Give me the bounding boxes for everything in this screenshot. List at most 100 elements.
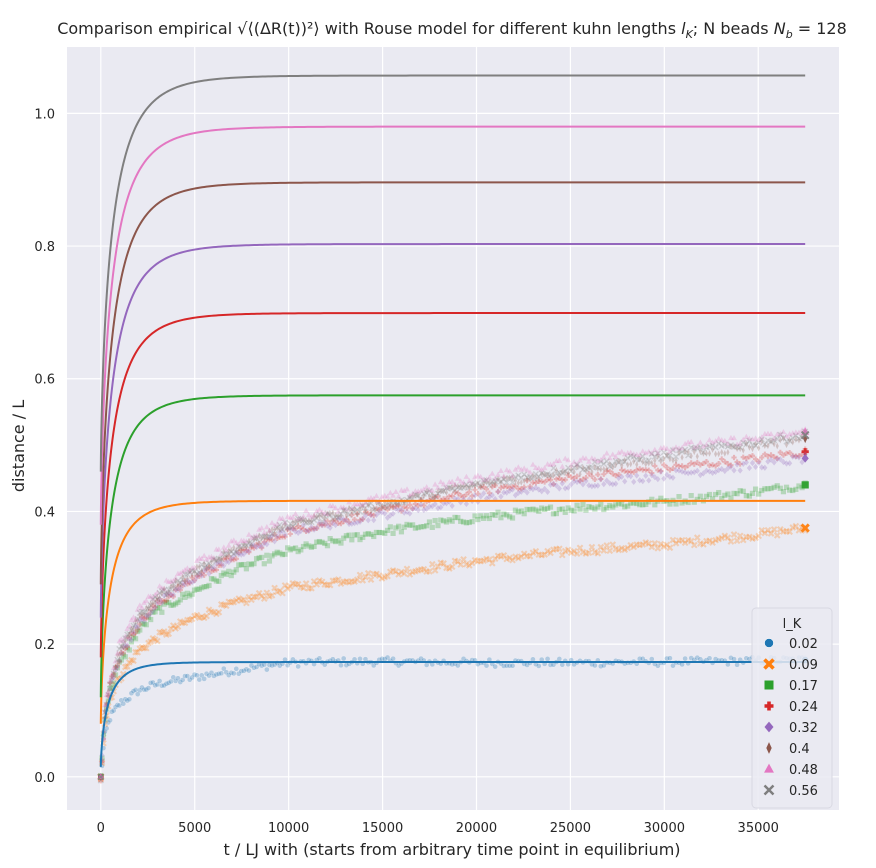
empirical-point: [406, 494, 413, 501]
empirical-point: [106, 681, 114, 688]
empirical-point: [657, 455, 664, 462]
empirical-point: [168, 578, 174, 584]
empirical-point: [117, 651, 121, 659]
empirical-point: [599, 465, 603, 473]
empirical-point: [132, 623, 139, 630]
empirical-point: [118, 636, 125, 642]
empirical-point: [479, 482, 483, 490]
empirical-point: [490, 480, 494, 487]
empirical-point: [657, 445, 664, 451]
empirical-point: [715, 435, 722, 441]
empirical-point: [246, 561, 252, 567]
empirical-point: [351, 500, 358, 507]
empirical-point: [266, 593, 273, 600]
empirical-point: [237, 597, 245, 604]
empirical-point: [139, 614, 145, 620]
legend-marker: [764, 721, 774, 733]
empirical-point: [589, 473, 595, 479]
empirical-point: [793, 453, 799, 461]
empirical-point: [626, 461, 630, 469]
empirical-point: [253, 556, 260, 562]
empirical-point: [752, 486, 759, 492]
empirical-point: [619, 473, 625, 480]
empirical-point: [538, 551, 546, 559]
empirical-point: [556, 457, 563, 463]
empirical-point: [335, 520, 341, 526]
empirical-point: [148, 607, 154, 613]
empirical-point: [130, 634, 137, 640]
empirical-point: [154, 681, 161, 688]
empirical-point: [594, 458, 601, 464]
empirical-point: [648, 656, 655, 662]
empirical-point: [122, 654, 128, 660]
empirical-point: [318, 578, 326, 586]
empirical-point: [259, 554, 265, 560]
empirical-point: [478, 493, 484, 500]
plot-background: [67, 47, 839, 810]
empirical-point: [673, 462, 679, 468]
empirical-point: [274, 533, 280, 540]
empirical-point: [290, 514, 296, 520]
empirical-point: [663, 452, 671, 459]
empirical-point: [726, 448, 730, 456]
empirical-point: [554, 466, 558, 474]
empirical-point: [308, 526, 315, 532]
empirical-point: [764, 526, 772, 534]
empirical-point: [134, 606, 141, 612]
empirical-point: [163, 577, 170, 583]
empirical-point: [427, 492, 432, 500]
empirical-point: [216, 562, 222, 568]
empirical-point: [165, 578, 172, 584]
empirical-point: [536, 486, 542, 493]
empirical-point: [472, 474, 478, 480]
empirical-point: [691, 469, 697, 476]
empirical-point: [583, 507, 589, 513]
empirical-point: [421, 502, 427, 509]
empirical-point: [706, 655, 713, 662]
empirical-point: [598, 476, 604, 483]
empirical-point: [538, 466, 545, 472]
empirical-point: [382, 530, 388, 536]
empirical-point: [335, 538, 341, 544]
empirical-point: [343, 507, 350, 515]
empirical-point: [134, 691, 141, 698]
empirical-point: [198, 672, 205, 679]
empirical-point: [156, 589, 163, 597]
empirical-point: [228, 572, 234, 579]
empirical-point: [618, 458, 625, 465]
empirical-point: [408, 493, 412, 501]
legend-label: 0.32: [789, 721, 818, 736]
empirical-point: [271, 584, 278, 592]
empirical-point: [559, 463, 566, 469]
empirical-point: [287, 514, 294, 521]
empirical-point: [600, 547, 608, 554]
empirical-point: [143, 686, 150, 693]
empirical-point: [155, 594, 159, 602]
legend-title: l_K: [783, 617, 802, 632]
empirical-point: [268, 530, 276, 537]
legend-label: 0.09: [789, 658, 818, 673]
empirical-point: [596, 465, 600, 473]
empirical-point: [646, 467, 652, 473]
empirical-point: [443, 485, 450, 492]
empirical-point: [121, 663, 129, 671]
empirical-point: [685, 452, 692, 459]
empirical-point: [622, 468, 628, 474]
empirical-point: [492, 512, 498, 518]
empirical-point: [107, 677, 113, 683]
empirical-point: [463, 500, 470, 508]
empirical-point: [421, 506, 427, 514]
empirical-series-0.56: [97, 428, 810, 784]
empirical-point: [400, 570, 408, 577]
empirical-point: [608, 460, 612, 468]
empirical-point: [553, 482, 559, 489]
empirical-point: [303, 527, 309, 534]
empirical-point: [630, 451, 637, 457]
empirical-point: [362, 499, 369, 505]
empirical-point: [659, 457, 663, 465]
empirical-point: [538, 470, 545, 477]
empirical-point: [213, 578, 219, 584]
empirical-point: [521, 486, 527, 493]
empirical-point: [517, 553, 525, 561]
empirical-point: [139, 684, 145, 691]
